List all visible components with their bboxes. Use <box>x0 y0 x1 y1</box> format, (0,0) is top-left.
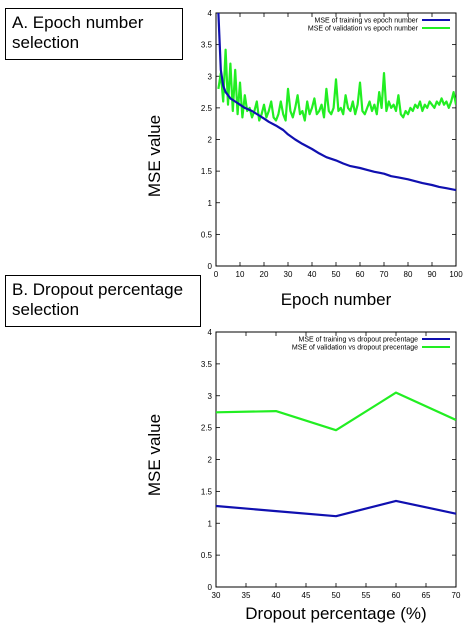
chart-b-x-axis-label: Dropout percentage (%) <box>245 604 427 623</box>
chart-b-legend-label: MSE of training vs dropout precentage <box>299 337 419 344</box>
chart-b-y-tick-label: 4 <box>208 328 213 337</box>
chart-b-x-tick-label: 45 <box>302 591 311 600</box>
chart-a-legend-label: MSE of training vs epoch number <box>315 18 419 25</box>
panel-b-label: B. Dropout percentage selection <box>5 275 201 327</box>
chart-b-y-tick-label: 1.5 <box>201 487 213 496</box>
chart-b-x-tick-label: 70 <box>452 591 461 600</box>
chart-b-series-validation-line <box>216 391 456 432</box>
chart-a-x-tick-label: 80 <box>404 270 413 279</box>
chart-a-x-tick-label: 50 <box>332 270 341 279</box>
chart-b-y-tick-label: 0.5 <box>201 551 213 560</box>
chart-b-x-tick-label: 50 <box>332 591 341 600</box>
chart-a-y-tick-label: 2 <box>208 136 213 145</box>
chart-a-x-axis-label: Epoch number <box>280 290 392 309</box>
chart-a-y-tick-label: 3.5 <box>201 41 213 50</box>
chart-b-legend-label: MSE of validation vs dropout precentage <box>292 345 418 352</box>
chart-a-x-tick-label: 90 <box>428 270 437 279</box>
chart-a-x-tick-label: 40 <box>308 270 317 279</box>
chart-a-y-tick-label: 0 <box>208 262 213 271</box>
chart-b-series-training-line <box>216 499 456 518</box>
chart-b-y-tick-label: 1 <box>208 519 213 528</box>
chart-a-y-tick-label: 4 <box>208 9 213 18</box>
chart-b-y-tick-label: 0 <box>208 583 213 592</box>
chart-b-x-tick-label: 30 <box>212 591 221 600</box>
chart-a-frame <box>215 12 457 267</box>
chart-a-y-tick-label: 2.5 <box>201 104 213 113</box>
chart-a-x-tick-label: 10 <box>236 270 245 279</box>
chart-a-x-tick-label: 70 <box>380 270 389 279</box>
chart-a-series-validation-line <box>217 48 456 122</box>
chart-b-y-tick-label: 2.5 <box>201 424 213 433</box>
chart-a-x-tick-label: 30 <box>284 270 293 279</box>
chart-b-y-tick-label: 2 <box>208 456 213 465</box>
chart-a-y-tick-label: 0.5 <box>201 230 213 239</box>
chart-b-x-tick-label: 55 <box>362 591 371 600</box>
chart-a-y-tick-label: 1.5 <box>201 167 213 176</box>
chart-a-legend-label: MSE of validation vs epoch number <box>308 26 419 33</box>
chart-a-x-tick-label: 60 <box>356 270 365 279</box>
panel-a-label: A. Epoch number selection <box>5 8 183 60</box>
chart-b-x-tick-label: 40 <box>272 591 281 600</box>
chart-b-y-tick-label: 3.5 <box>201 360 213 369</box>
chart-a-series-training-line <box>217 13 456 192</box>
chart-b-x-tick-label: 65 <box>422 591 431 600</box>
chart-b-x-tick-label: 35 <box>242 591 251 600</box>
chart-a-x-tick-label: 20 <box>260 270 269 279</box>
chart-b-x-tick-label: 60 <box>392 591 401 600</box>
chart-a-y-tick-label: 3 <box>208 72 213 81</box>
chart-b-y-tick-label: 3 <box>208 392 213 401</box>
chart-a-x-tick-label: 100 <box>449 270 463 279</box>
chart-b-frame <box>215 331 457 588</box>
chart-a-x-tick-label: 0 <box>214 270 219 279</box>
chart-a-y-tick-label: 1 <box>208 199 213 208</box>
